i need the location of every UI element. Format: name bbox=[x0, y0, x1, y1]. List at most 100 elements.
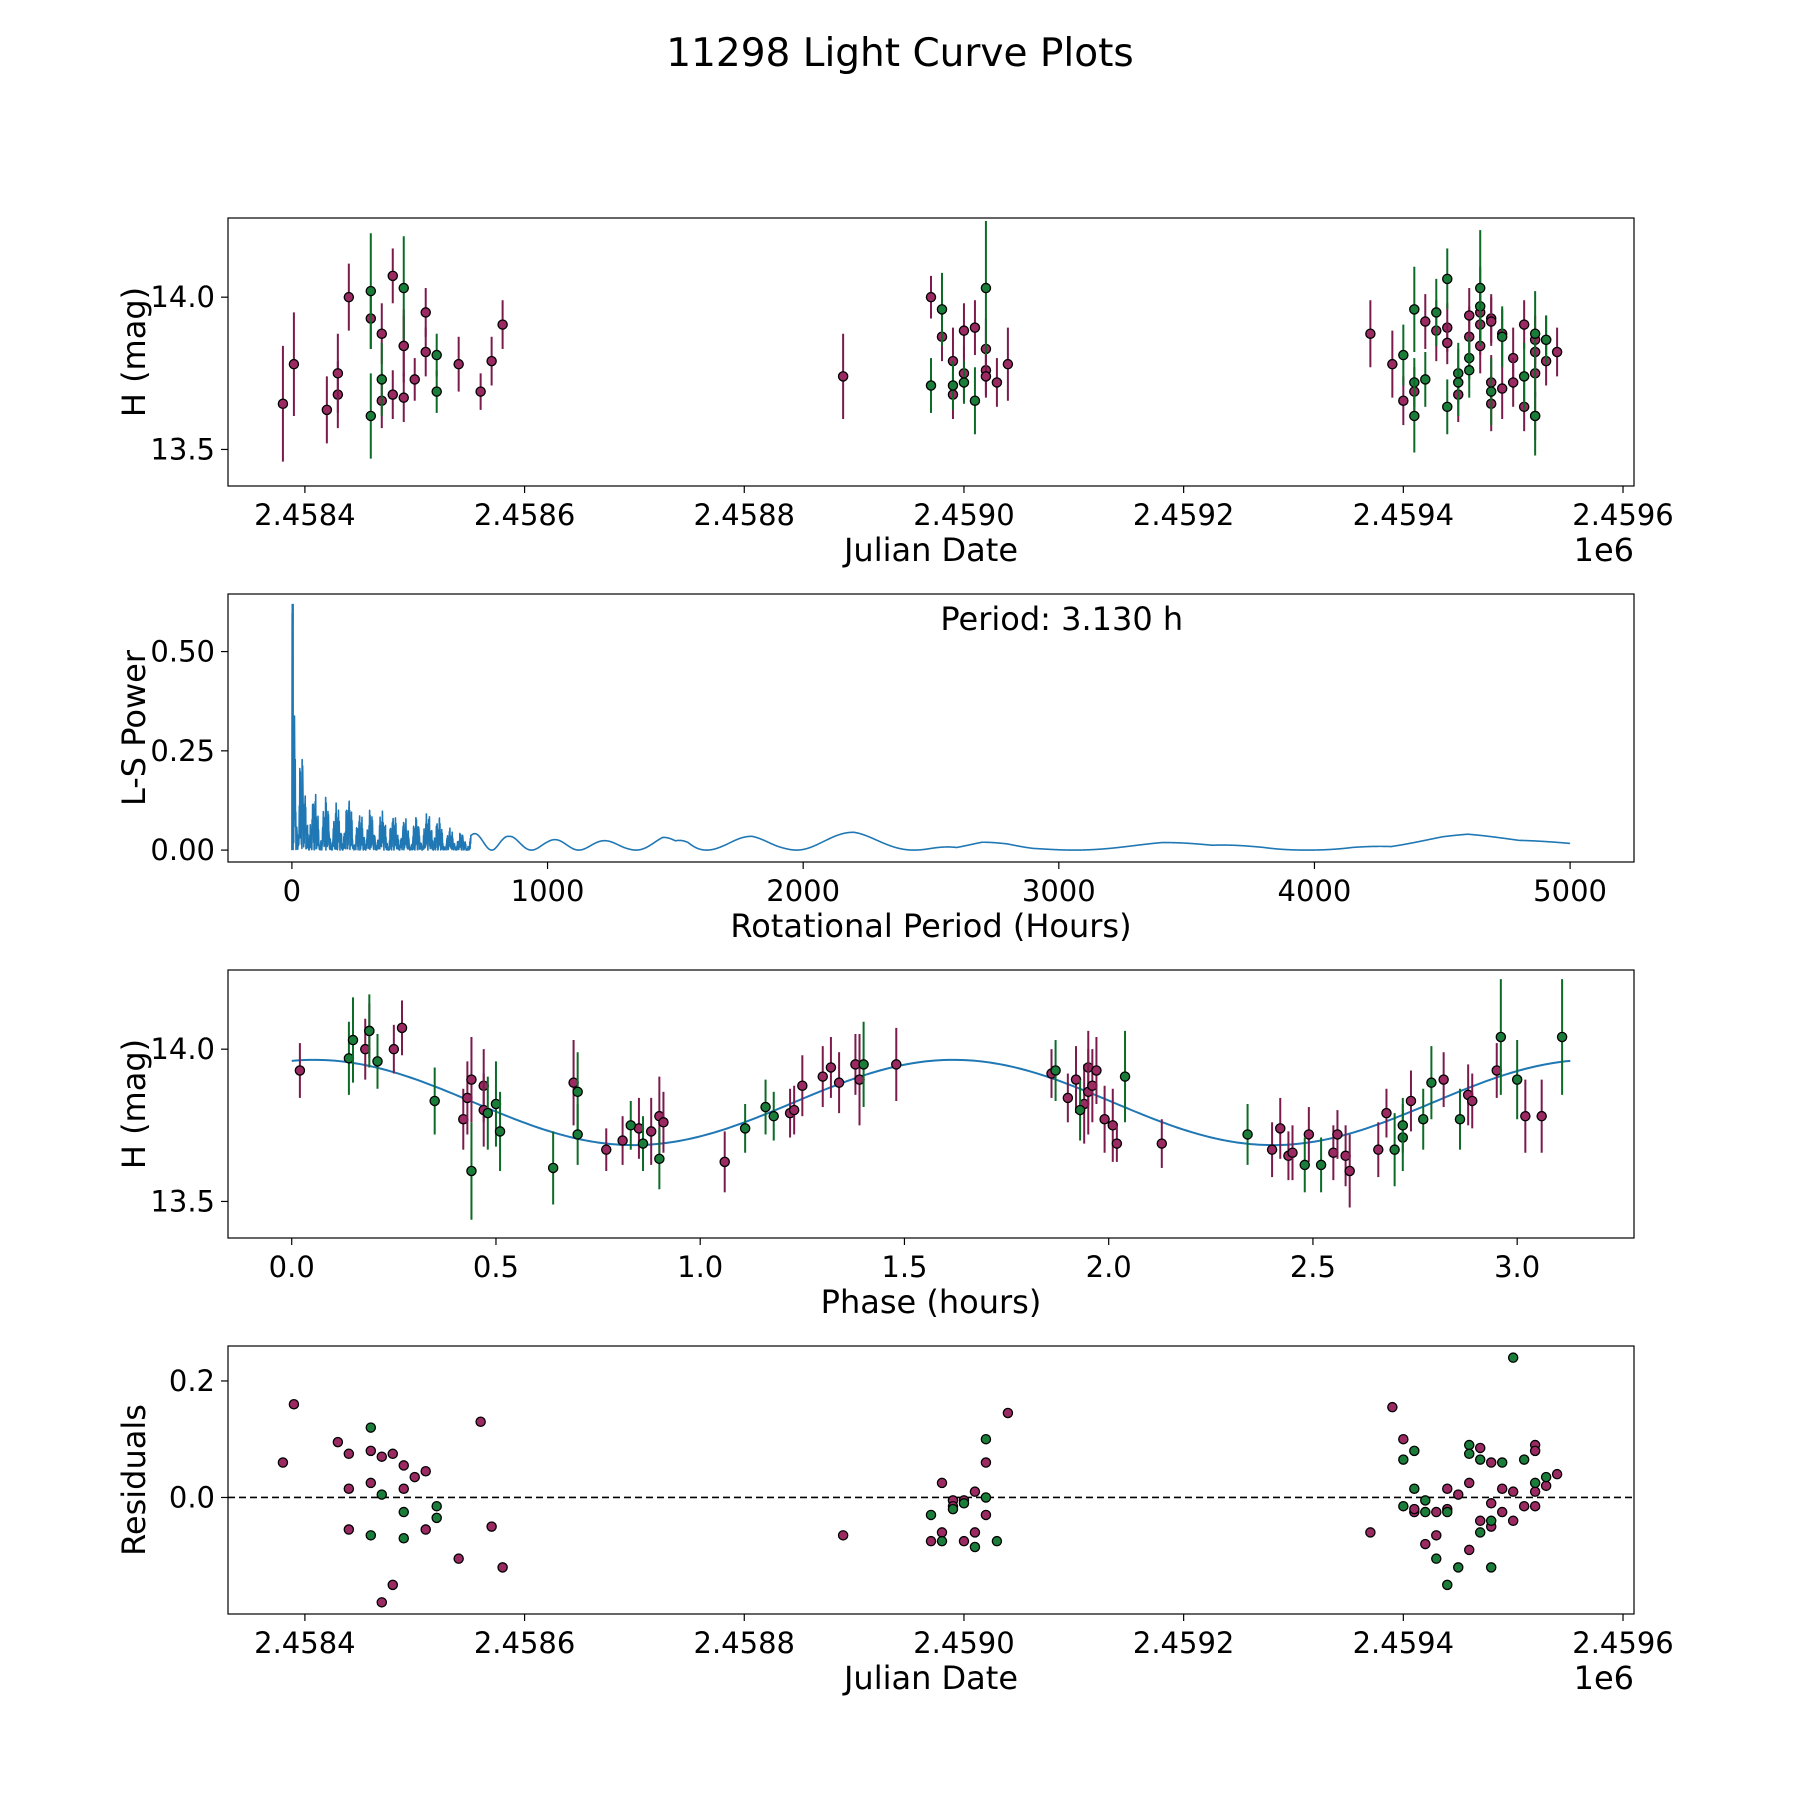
lightcurve-panel: 2.4584 2.4586 2.4588 2.4590 2.4592 2.4594 2.45… bbox=[115, 217, 1674, 569]
data-point bbox=[420, 1466, 431, 1477]
x-tick-label: 2.4588 bbox=[694, 1626, 795, 1660]
data-point bbox=[1387, 358, 1398, 370]
data-point bbox=[1495, 1031, 1507, 1043]
data-point bbox=[719, 1156, 730, 1168]
data-point bbox=[486, 1521, 497, 1532]
data-point bbox=[1420, 316, 1431, 327]
data-point bbox=[1529, 1477, 1541, 1489]
data-point bbox=[1381, 1107, 1392, 1119]
figure-title: 11298 Light Curve Plots bbox=[666, 31, 1133, 76]
data-point bbox=[376, 374, 388, 385]
y-tick-label: 0.00 bbox=[150, 833, 215, 867]
data-point bbox=[365, 285, 377, 297]
data-point bbox=[1420, 1506, 1431, 1518]
data-point bbox=[343, 1524, 355, 1535]
y-tick-label: 14.0 bbox=[150, 1032, 215, 1066]
data-point bbox=[1409, 410, 1420, 422]
data-point bbox=[1463, 310, 1475, 321]
data-point bbox=[1431, 1506, 1442, 1518]
data-point bbox=[387, 1448, 399, 1460]
data-point bbox=[1463, 1448, 1475, 1460]
data-point bbox=[1002, 358, 1014, 370]
data-point bbox=[398, 1506, 409, 1518]
data-point bbox=[388, 1043, 400, 1055]
y-tick-label: 14.0 bbox=[150, 280, 215, 314]
data-point bbox=[1540, 1471, 1552, 1483]
data-point bbox=[431, 349, 442, 361]
data-point bbox=[980, 282, 992, 294]
plot-frame bbox=[227, 593, 1635, 863]
data-point bbox=[925, 291, 937, 303]
data-point bbox=[1507, 377, 1519, 388]
x-offset-label: 1e6 bbox=[1574, 1659, 1634, 1697]
data-point bbox=[1438, 1074, 1449, 1085]
data-point bbox=[1398, 349, 1409, 361]
data-point bbox=[398, 1483, 409, 1494]
data-point bbox=[760, 1101, 771, 1113]
data-point bbox=[1332, 1129, 1343, 1140]
fit-curve bbox=[291, 1058, 1571, 1147]
data-point bbox=[332, 1436, 344, 1448]
plot-frame bbox=[227, 1345, 1635, 1615]
data-point bbox=[365, 1530, 377, 1541]
data-point bbox=[797, 1080, 808, 1091]
x-tick-label: 1.5 bbox=[881, 1250, 927, 1284]
data-point bbox=[1431, 1530, 1442, 1541]
data-point bbox=[1485, 1498, 1497, 1509]
data-point bbox=[1242, 1129, 1253, 1140]
data-point bbox=[1299, 1159, 1311, 1171]
data-point bbox=[1050, 1065, 1061, 1076]
x-tick-label: 2.4594 bbox=[1353, 1626, 1454, 1660]
data-point bbox=[1529, 1445, 1541, 1457]
data-point bbox=[825, 1062, 837, 1073]
data-point bbox=[991, 1535, 1003, 1547]
x-tick-label: 0.0 bbox=[269, 1250, 315, 1284]
data-point bbox=[1287, 1147, 1298, 1158]
data-point bbox=[1420, 1495, 1431, 1506]
data-point bbox=[1420, 374, 1431, 385]
data-point bbox=[625, 1120, 637, 1131]
data-point bbox=[925, 1535, 937, 1547]
data-point bbox=[1518, 1500, 1530, 1512]
data-point bbox=[420, 346, 431, 358]
data-point bbox=[1426, 1077, 1437, 1088]
data-point bbox=[466, 1074, 477, 1085]
data-point bbox=[431, 386, 442, 397]
data-point bbox=[991, 377, 1003, 388]
data-point bbox=[1453, 1489, 1464, 1500]
data-point bbox=[1496, 1457, 1508, 1468]
data-point bbox=[1099, 1113, 1110, 1125]
data-point bbox=[1551, 1468, 1563, 1480]
data-point bbox=[1373, 1144, 1384, 1155]
data-point bbox=[925, 1509, 937, 1521]
data-point bbox=[1266, 1144, 1278, 1155]
data-point bbox=[958, 377, 970, 388]
data-point bbox=[1315, 1159, 1327, 1171]
x-tick-label: 2.4590 bbox=[913, 498, 1014, 532]
data-point bbox=[1417, 1113, 1429, 1125]
data-point bbox=[833, 1077, 845, 1088]
data-point bbox=[617, 1135, 628, 1146]
residuals-panel: 2.4584 2.4586 2.4588 2.4590 2.4592 2.4594 2.45… bbox=[115, 1345, 1674, 1697]
x-tick-label: 2.4596 bbox=[1572, 498, 1673, 532]
phased-panel: 0.0 0.5 1.0 1.5 2.0 2.5 3.0 13.5 14.0 Phase (hour… bbox=[115, 969, 1635, 1321]
data-point bbox=[1474, 1527, 1486, 1538]
data-point bbox=[1119, 1071, 1131, 1082]
data-point bbox=[980, 1492, 992, 1503]
data-point bbox=[1556, 1031, 1568, 1043]
data-point bbox=[1507, 1515, 1519, 1527]
data-point bbox=[1496, 383, 1508, 394]
data-point bbox=[387, 270, 399, 282]
data-point bbox=[1398, 1500, 1409, 1512]
data-point bbox=[1518, 319, 1530, 330]
data-point bbox=[486, 355, 497, 367]
data-point bbox=[1405, 1095, 1417, 1107]
data-point bbox=[936, 1477, 948, 1489]
data-point bbox=[466, 1165, 477, 1177]
data-point bbox=[858, 1059, 869, 1070]
data-point bbox=[453, 358, 464, 370]
x-offset-label: 1e6 bbox=[1574, 531, 1634, 569]
data-point bbox=[398, 340, 409, 352]
y-tick-label: 0.25 bbox=[150, 734, 215, 768]
periodogram-line bbox=[291, 612, 1571, 851]
